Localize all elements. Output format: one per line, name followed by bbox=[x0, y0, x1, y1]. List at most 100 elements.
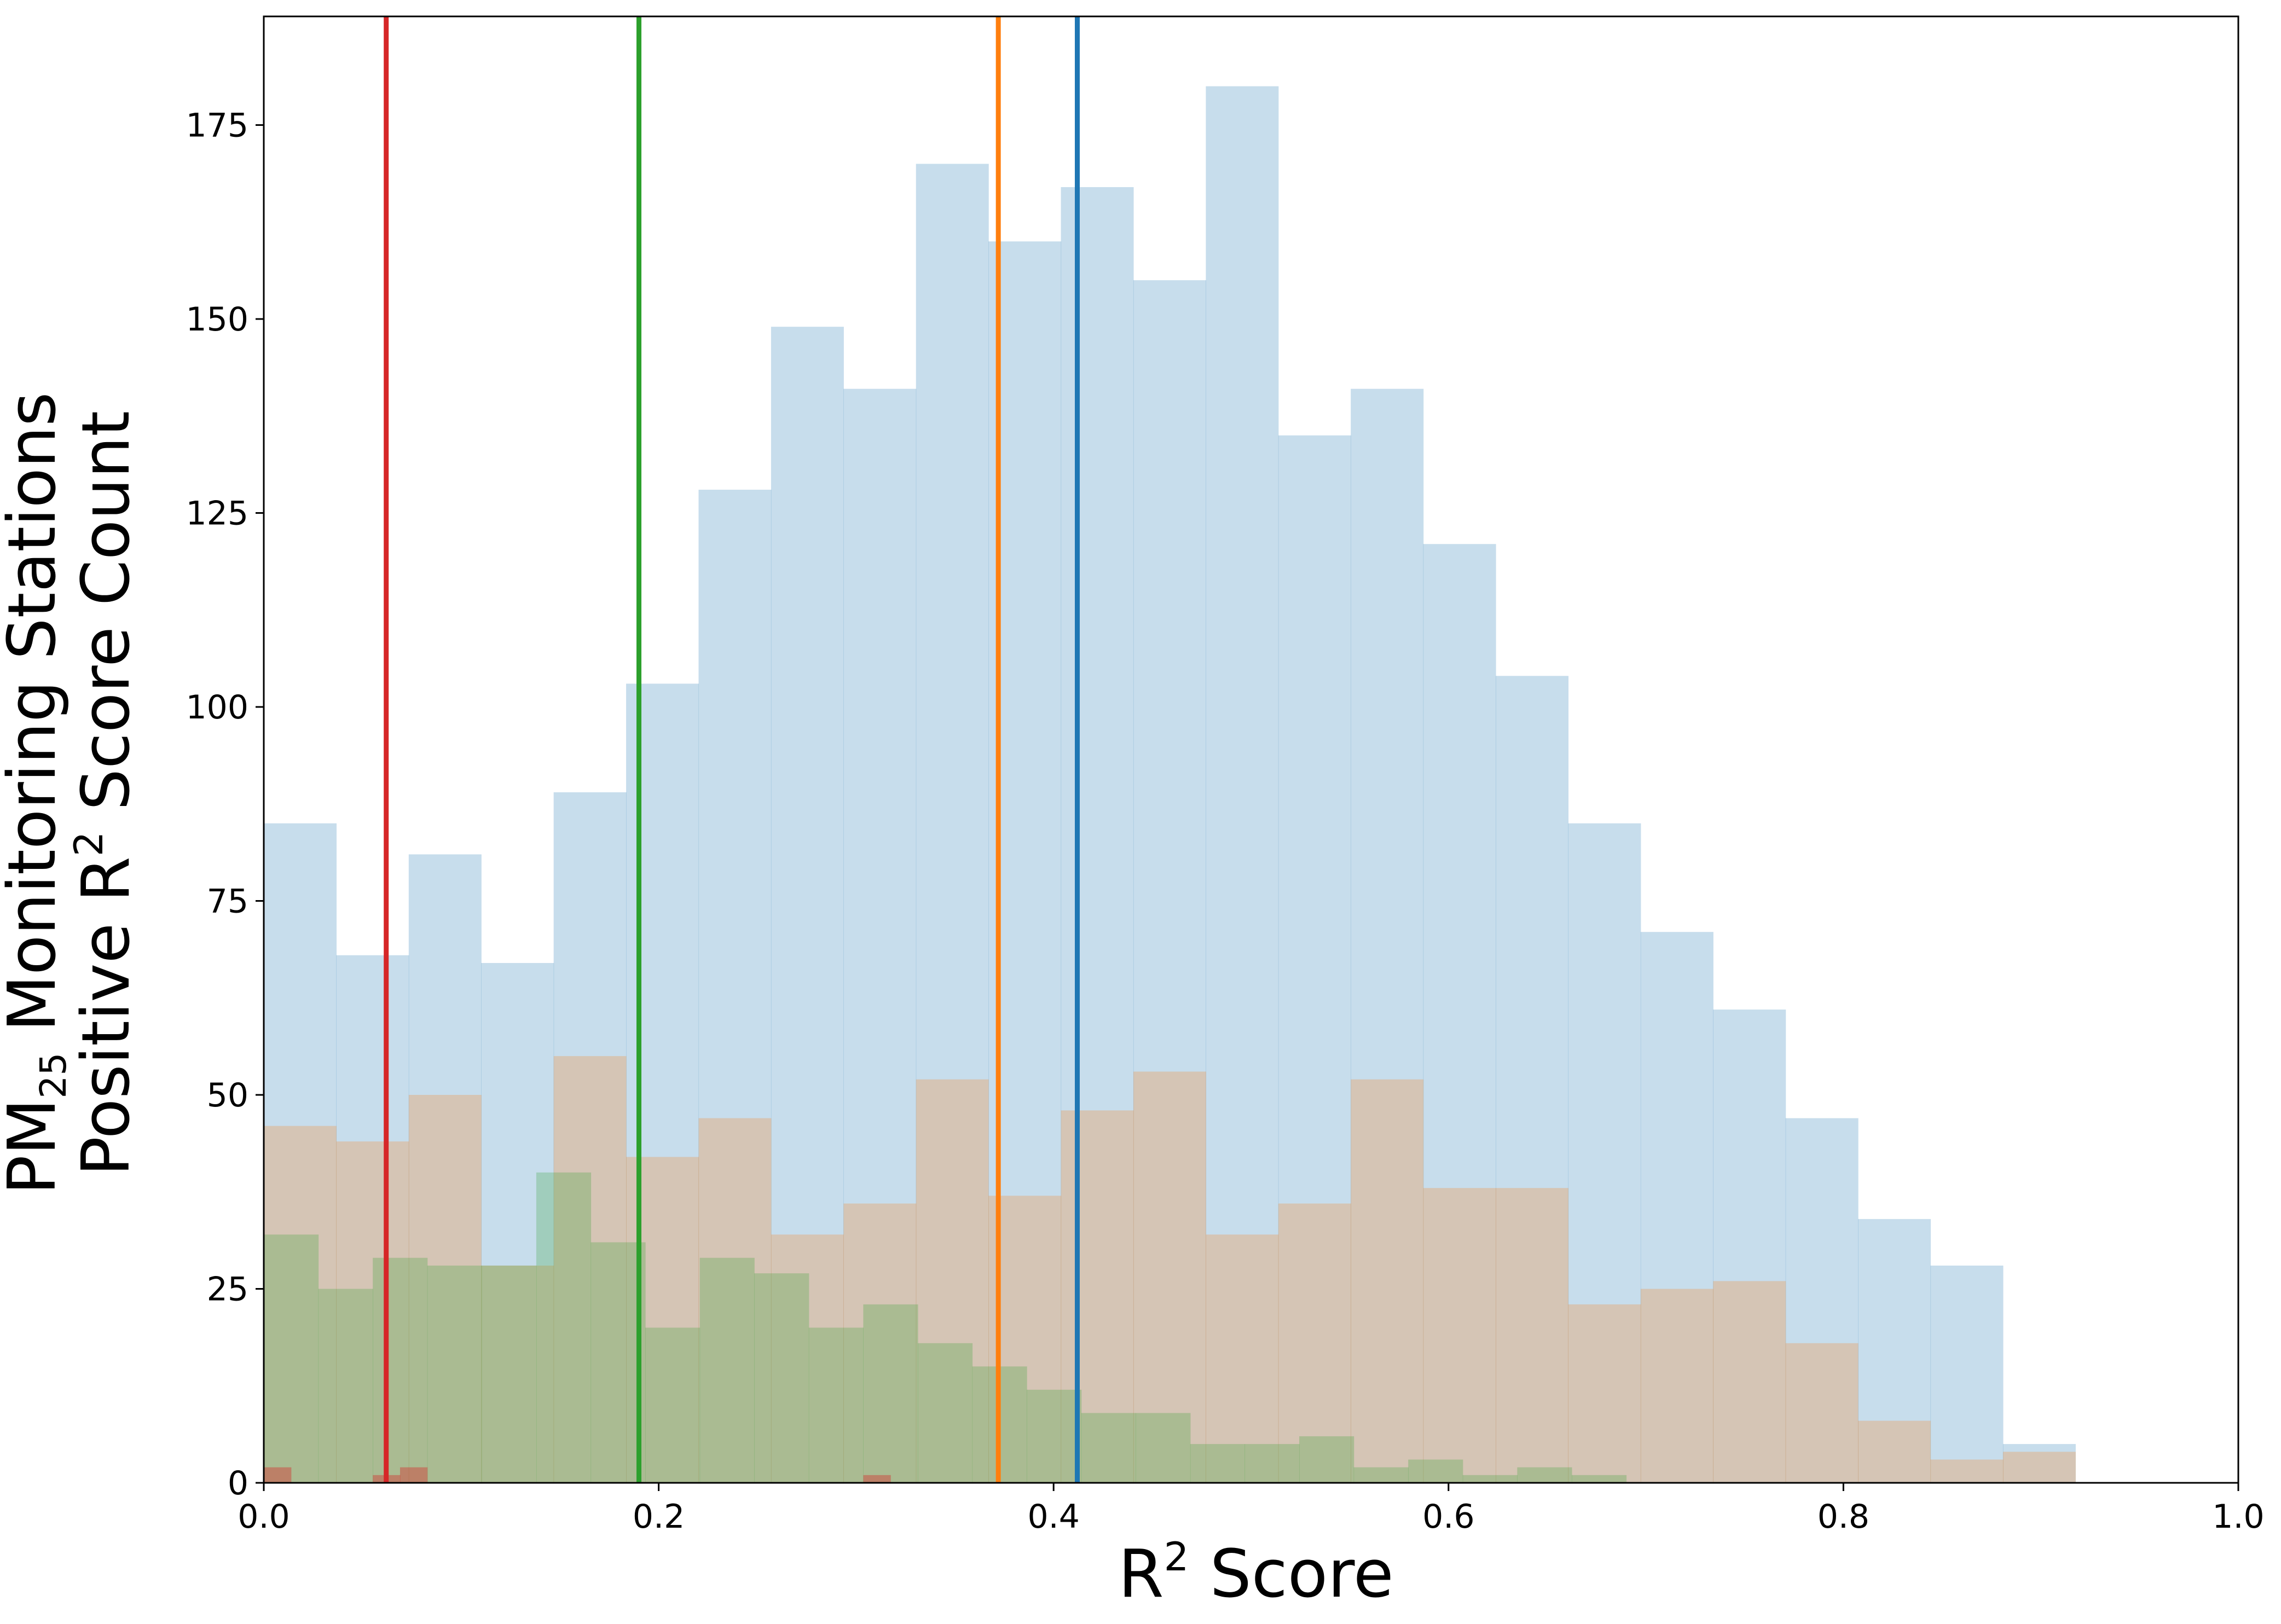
histogram-bar bbox=[1930, 1265, 2004, 1483]
histogram-bar bbox=[916, 1079, 989, 1483]
x-tick-label: 0.8 bbox=[1817, 1498, 1869, 1536]
histogram-bar bbox=[645, 1327, 700, 1483]
histogram-bar bbox=[1423, 544, 1496, 1483]
x-axis-title-sup: 2 bbox=[1164, 1534, 1189, 1580]
histogram-bar bbox=[698, 489, 772, 1483]
y-axis-ticks: 0 25 50 75 100 125 150 175 bbox=[186, 107, 264, 1503]
y-tick-label: 0 bbox=[228, 1464, 248, 1503]
histogram-bar bbox=[482, 1265, 537, 1483]
y-axis-title-line1: PM25 Monitoring Stations bbox=[0, 392, 74, 1194]
histogram-bar bbox=[1206, 1234, 1279, 1483]
histogram-bar bbox=[1785, 1118, 1859, 1483]
histogram-bar bbox=[863, 1304, 918, 1483]
y-axis-title-line2: Positive R2 Score Count bbox=[66, 411, 144, 1176]
histogram-bar bbox=[1278, 435, 1351, 1483]
histogram-bar bbox=[1640, 1289, 1713, 1483]
histogram-bar bbox=[1278, 1203, 1351, 1483]
histogram-bar bbox=[427, 1265, 482, 1483]
histogram-bar bbox=[1568, 823, 1641, 1483]
histogram-bar bbox=[1496, 1188, 1569, 1483]
histogram-bar bbox=[318, 1289, 373, 1483]
histogram-bar bbox=[1353, 1467, 1409, 1483]
histogram-bar bbox=[917, 1343, 973, 1483]
histogram-bar bbox=[408, 854, 482, 1483]
histogram-bar bbox=[2002, 1444, 2076, 1483]
mean-lines bbox=[384, 16, 1080, 1483]
histogram-bar bbox=[481, 962, 554, 1483]
histogram-bar bbox=[1496, 676, 1569, 1483]
histogram-bar bbox=[916, 164, 989, 1483]
histogram-bar bbox=[1133, 280, 1206, 1483]
y-axis-title-line2-rest: Score Count bbox=[68, 411, 144, 832]
y-tick-label: 125 bbox=[186, 495, 248, 533]
x-axis-title: R2 Score bbox=[1118, 1534, 1393, 1613]
histogram-bar bbox=[699, 1257, 755, 1483]
histogram-bar bbox=[843, 1203, 917, 1483]
histogram-bar bbox=[1061, 1110, 1134, 1483]
histogram-bar bbox=[400, 1467, 428, 1483]
x-tick-label: 1.0 bbox=[2212, 1498, 2264, 1536]
histogram-bar bbox=[264, 1126, 337, 1483]
histogram-bar bbox=[808, 1327, 864, 1483]
y-axis-title-line1-sub: 25 bbox=[32, 1053, 74, 1099]
histogram-bar bbox=[1517, 1467, 1572, 1483]
histogram-bar bbox=[1133, 1071, 1206, 1483]
x-tick-label: 0.4 bbox=[1027, 1498, 1079, 1536]
y-tick-label: 25 bbox=[207, 1271, 248, 1309]
histogram-bar bbox=[1785, 1343, 1859, 1483]
histogram-bar bbox=[336, 955, 409, 1483]
histogram-bar bbox=[2002, 1452, 2076, 1483]
histogram-bar bbox=[1640, 932, 1713, 1483]
histogram-bar bbox=[264, 1234, 319, 1483]
y-axis-title-line2-base: Positive R bbox=[68, 856, 144, 1176]
y-axis-title-line1-rest: Monitoring Stations bbox=[0, 392, 71, 1052]
x-axis-title-base: R bbox=[1118, 1536, 1163, 1613]
x-axis-title-rest: Score bbox=[1189, 1536, 1393, 1613]
histogram-bar bbox=[771, 327, 844, 1483]
y-tick-label: 100 bbox=[186, 688, 248, 727]
y-axis-title: PM25 Monitoring Stations Positive R2 Sco… bbox=[0, 392, 144, 1194]
histogram-bar bbox=[553, 1056, 627, 1483]
histogram-bar bbox=[771, 1234, 844, 1483]
histogram-bar bbox=[1462, 1475, 1518, 1483]
x-tick-label: 0.0 bbox=[238, 1498, 290, 1536]
x-tick-label: 0.6 bbox=[1422, 1498, 1474, 1536]
histogram-bar bbox=[1061, 187, 1134, 1483]
histogram-bar bbox=[1930, 1459, 2004, 1483]
histogram-bar bbox=[536, 1172, 592, 1483]
histogram-bar bbox=[1713, 1010, 1786, 1483]
histogram-bars bbox=[264, 86, 2076, 1483]
histogram-bar bbox=[1571, 1475, 1627, 1483]
histogram-bar bbox=[264, 1467, 292, 1483]
histogram-bar bbox=[1244, 1444, 1300, 1483]
x-tick-label: 0.2 bbox=[633, 1498, 685, 1536]
histogram-bar bbox=[1190, 1444, 1246, 1483]
histogram-bar bbox=[373, 1257, 428, 1483]
x-axis-ticks: 0.0 0.2 0.4 0.6 0.8 1.0 bbox=[238, 1483, 2265, 1536]
histogram-series bbox=[264, 86, 2076, 1483]
y-tick-label: 75 bbox=[207, 883, 248, 921]
histogram-bar bbox=[863, 1475, 891, 1483]
histogram-bar bbox=[1423, 1188, 1496, 1483]
y-axis-title-line2-sup: 2 bbox=[66, 831, 112, 856]
y-tick-label: 175 bbox=[186, 107, 248, 145]
y-tick-label: 50 bbox=[207, 1076, 248, 1115]
histogram-bar bbox=[1568, 1304, 1641, 1483]
histogram-bar bbox=[698, 1118, 772, 1483]
histogram-bar bbox=[408, 1095, 482, 1483]
y-axis-title-line1-base: PM bbox=[0, 1099, 71, 1195]
histogram-bar bbox=[553, 792, 627, 1483]
histogram-bar bbox=[1351, 1079, 1424, 1483]
histogram-bar bbox=[1713, 1281, 1786, 1483]
histogram-bar bbox=[1027, 1389, 1082, 1483]
histogram-bar bbox=[754, 1273, 809, 1483]
histogram-bar bbox=[843, 388, 917, 1483]
histogram-bar bbox=[1206, 86, 1279, 1483]
histogram-series bbox=[264, 1172, 1627, 1483]
histogram-bar bbox=[264, 823, 337, 1483]
histogram-bar bbox=[1299, 1436, 1354, 1483]
histogram-bar bbox=[1858, 1420, 1931, 1483]
plot-frame bbox=[263, 15, 2239, 1484]
histogram-bar bbox=[590, 1242, 646, 1483]
histogram-bar bbox=[1351, 388, 1424, 1483]
